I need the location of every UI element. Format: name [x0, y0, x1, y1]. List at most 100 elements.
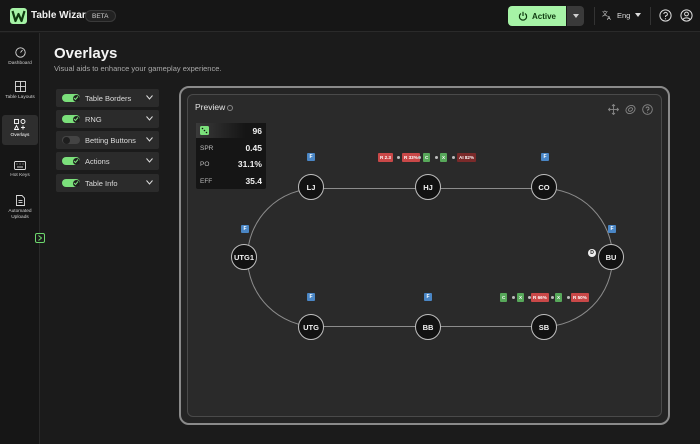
seat-bu[interactable]: BU: [598, 244, 624, 270]
app-title: Table Wizard: [31, 10, 92, 21]
seat-hj[interactable]: HJ: [415, 174, 441, 200]
action-call-chip: C: [500, 293, 508, 302]
sidebar-item-label: Overlays: [10, 133, 30, 138]
po-value: 31.1%: [237, 159, 262, 169]
action-separator: [512, 296, 515, 299]
dealer-button: D: [588, 249, 596, 257]
overlay-item-rng[interactable]: RNG: [56, 110, 159, 128]
overlay-label: RNG: [85, 114, 102, 124]
action-separator: [528, 296, 531, 299]
overlay-label: Table Info: [85, 178, 118, 188]
check-icon: [73, 117, 79, 122]
seat-utg1[interactable]: UTG1: [231, 244, 257, 270]
fold-badge: F: [241, 225, 249, 233]
power-icon: [518, 11, 528, 21]
overlay-item-actions[interactable]: Actions: [56, 152, 159, 170]
sidebar-item-label: Table Layouts: [5, 95, 35, 100]
language-label: Eng: [617, 10, 631, 20]
active-button[interactable]: Active: [508, 6, 566, 26]
active-dropdown-button[interactable]: [567, 6, 584, 26]
beta-badge: BETA: [85, 10, 116, 22]
sidebar-item-dashboard[interactable]: Dashboard: [2, 43, 38, 73]
help-icon[interactable]: [642, 104, 653, 115]
fold-badge: F: [424, 293, 432, 301]
preview-title: Preview: [195, 102, 234, 112]
overlay-toggle[interactable]: [62, 179, 80, 187]
help-icon[interactable]: [659, 9, 672, 22]
page-subtitle: Visual aids to enhance your gameplay exp…: [54, 64, 222, 73]
language-select[interactable]: 文 A Eng: [602, 10, 642, 20]
action-separator: [452, 156, 455, 159]
action-check-chip: X: [555, 293, 563, 302]
overlay-item-table-borders[interactable]: Table Borders: [56, 89, 159, 107]
fold-badge: F: [608, 225, 616, 233]
dashboard-icon: [14, 47, 26, 58]
action-separator: [435, 156, 438, 159]
overlay-label: Actions: [85, 156, 110, 166]
overlay-item-betting-buttons[interactable]: Betting Buttons: [56, 131, 159, 149]
sidebar-item-hot-keys[interactable]: Hot Keys: [2, 157, 38, 187]
eff-value: 35.4: [245, 176, 262, 186]
caret-down-icon: [572, 14, 579, 18]
check-icon: [73, 159, 79, 164]
info-icon[interactable]: [227, 104, 234, 111]
overlay-toggle[interactable]: [62, 157, 80, 165]
rng-row: [196, 123, 266, 138]
preview-label: Preview: [195, 102, 226, 112]
chevron-down-icon[interactable]: [146, 180, 153, 185]
sidebar-expand-button[interactable]: [35, 233, 45, 243]
top-bar: Table Wizard BETA Active 文 A Eng: [0, 0, 700, 32]
sidebar: Dashboard Table Layouts Overlays Hot Key…: [0, 33, 40, 444]
action-raise-chip: R 33%: [402, 153, 420, 162]
divider: [594, 7, 595, 25]
sidebar-item-overlays[interactable]: Overlays: [2, 115, 38, 145]
overlay-toggle[interactable]: [62, 94, 80, 102]
svg-text:A: A: [607, 16, 611, 20]
sidebar-item-automated-uploads[interactable]: Automated Uploads: [2, 191, 38, 229]
eff-label: EFF: [200, 178, 213, 185]
fold-badge: F: [541, 153, 549, 161]
poker-table: [247, 188, 613, 327]
sidebar-item-label: Dashboard: [8, 61, 32, 66]
seat-co[interactable]: CO: [531, 174, 557, 200]
sidebar-item-label: Hot Keys: [10, 173, 30, 178]
seat-lj[interactable]: LJ: [298, 174, 324, 200]
action-separator: [567, 296, 570, 299]
spr-label: SPR: [200, 145, 214, 152]
svg-text:文: 文: [602, 10, 608, 18]
move-icon[interactable]: [608, 104, 619, 115]
chevron-down-icon[interactable]: [146, 116, 153, 121]
seat-bb[interactable]: BB: [415, 314, 441, 340]
table-info-box: 96 SPR 0.45 PO 31.1% EFF 35.4: [196, 123, 266, 189]
overlay-toggle[interactable]: [62, 115, 80, 123]
divider: [650, 7, 651, 25]
seat-utg[interactable]: UTG: [298, 314, 324, 340]
action-allin-chip: AI 82%: [457, 153, 477, 162]
check-icon: [73, 96, 79, 101]
chevron-down-icon[interactable]: [146, 95, 153, 100]
account-icon[interactable]: [680, 9, 693, 22]
sidebar-item-table-layouts[interactable]: Table Layouts: [2, 77, 38, 111]
chevron-down-icon[interactable]: [146, 137, 153, 142]
document-icon: [15, 195, 25, 206]
action-raise-chip: R 2.3: [378, 153, 393, 162]
action-separator: [551, 296, 554, 299]
chevron-right-icon: [38, 235, 42, 241]
sidebar-item-label: Automated Uploads: [8, 209, 32, 220]
action-separator: [418, 156, 421, 159]
action-separator: [397, 156, 400, 159]
overlay-toggle[interactable]: [62, 136, 80, 144]
po-label: PO: [200, 161, 210, 168]
seat-sb[interactable]: SB: [531, 314, 557, 340]
keyboard-icon: [14, 161, 26, 170]
chip-icon[interactable]: [625, 104, 636, 115]
fold-badge: F: [307, 153, 315, 161]
chevron-down-icon[interactable]: [146, 158, 153, 163]
spr-value: 0.45: [245, 143, 262, 153]
dice-icon: [200, 126, 209, 135]
action-raise-chip: R 50%: [571, 293, 589, 302]
caret-down-icon: [635, 13, 642, 17]
active-label: Active: [531, 11, 556, 21]
grid-icon: [14, 81, 26, 92]
overlay-item-table-info[interactable]: Table Info: [56, 174, 159, 192]
